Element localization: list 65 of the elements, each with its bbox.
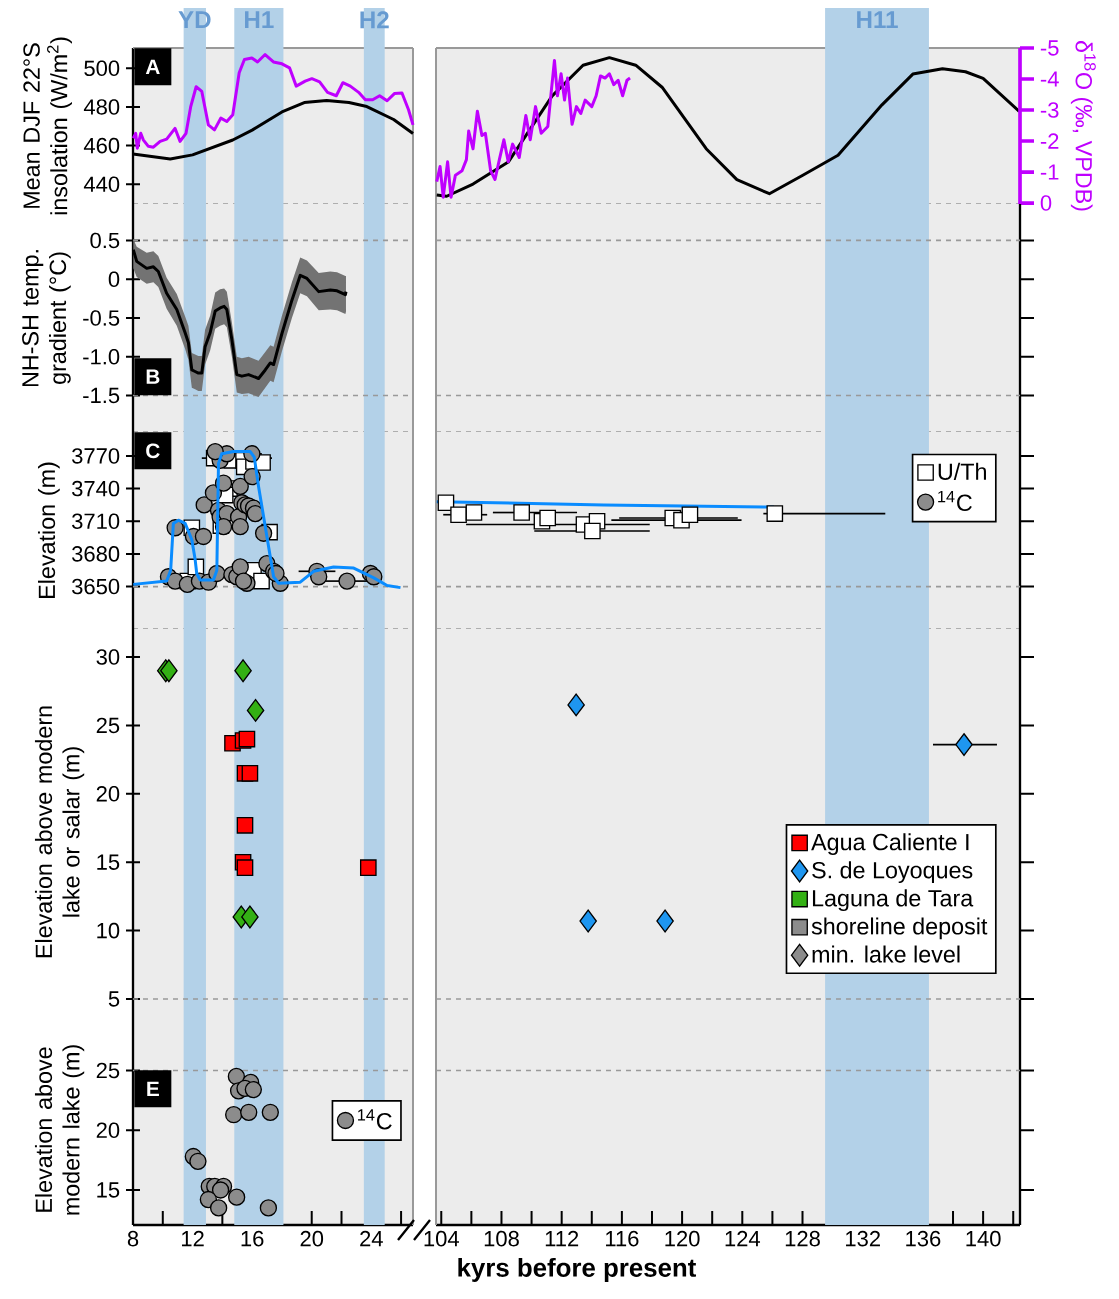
y-tick-label: 3680	[72, 546, 120, 562]
y2-axis-title: δ$^{18}$O (‰, VPDB)	[1070, 40, 1096, 211]
legend-label: S. de Loyoques	[812, 861, 973, 884]
y2-tick-label: -2	[1040, 133, 1059, 149]
x-tick-label: 16	[241, 1230, 264, 1247]
y2-tick-label: -3	[1040, 102, 1059, 118]
y-tick-label: 30	[96, 649, 120, 665]
legend-label: $^{14}$C	[938, 490, 972, 512]
x-tick-label: 104	[424, 1230, 459, 1247]
y-axis-title: Elevation above modern lake (m)	[34, 1045, 85, 1215]
x-tick-label: 8	[127, 1230, 139, 1247]
y-tick-label: 3770	[72, 448, 120, 464]
annotation: A	[145, 59, 160, 74]
x-tick-label: 132	[846, 1230, 880, 1247]
x-axis-title: kyrs before present	[458, 1257, 697, 1282]
band-label: H1	[245, 11, 274, 28]
annotation: C	[146, 443, 160, 459]
x-tick-label: 136	[906, 1230, 941, 1247]
y-tick-label: 10	[97, 922, 120, 939]
y-tick-label: 15	[97, 1182, 120, 1198]
x-tick-label: 24	[360, 1230, 383, 1247]
legend-label: U/Th	[938, 462, 986, 480]
x-tick-label: 112	[545, 1230, 579, 1247]
annotation: E	[147, 1081, 159, 1096]
y-tick-label: 440	[83, 176, 120, 193]
x-tick-label: 20	[300, 1230, 324, 1247]
y-axis-title: Elevation (m)	[37, 462, 60, 598]
y-tick-label: 500	[84, 60, 120, 77]
y-tick-label: 15	[97, 854, 120, 870]
legend-label: Laguna de Tara	[812, 889, 974, 912]
y-tick-label: 5	[108, 991, 120, 1007]
y-tick-label: 20	[96, 786, 120, 802]
y-tick-label: -1.0	[83, 348, 120, 365]
band-label: H11	[857, 11, 898, 28]
x-tick-label: 108	[484, 1230, 519, 1247]
y2-tick-label: -5	[1040, 40, 1059, 56]
y2-tick-label: -4	[1040, 71, 1059, 87]
y-tick-label: 3650	[72, 578, 120, 595]
x-tick-label: 124	[725, 1230, 761, 1247]
y-tick-label: 0	[108, 271, 120, 287]
y-tick-label: 3740	[72, 480, 120, 497]
y-axis-title: Mean DJF 22°S insolation (W/m$^{2}$)	[23, 37, 72, 215]
y-tick-label: 0.5	[90, 232, 120, 249]
y-tick-label: 20	[96, 1122, 120, 1139]
legend-label: $^{14}$C	[358, 1109, 392, 1130]
legend-label: shoreline deposit	[811, 917, 988, 940]
x-tick-label: 128	[785, 1230, 820, 1247]
y-axis-title: NH-SH temp. gradient (°C)	[22, 250, 71, 387]
y-tick-label: 25	[96, 717, 120, 734]
y2-tick-label: -1	[1040, 164, 1059, 180]
legend-label: min. lake level	[812, 945, 960, 963]
y-tick-label: -1.5	[83, 387, 120, 404]
x-tick-label: 140	[966, 1230, 1001, 1247]
y-tick-label: 460	[83, 137, 120, 154]
y-tick-label: 25	[96, 1062, 120, 1079]
x-tick-label: 116	[606, 1230, 639, 1247]
annotation: B	[146, 369, 160, 384]
y-tick-label: -0.5	[83, 310, 120, 326]
y-axis-title: Elevation above modern lake or salar (m)	[34, 706, 85, 958]
y2-tick-label: 0	[1040, 195, 1052, 211]
y-tick-label: 480	[83, 99, 120, 115]
y-tick-label: 3710	[72, 513, 120, 530]
legend-label: Agua Caliente I	[811, 833, 969, 855]
x-tick-label: 120	[665, 1230, 700, 1247]
x-tick-label: 12	[182, 1230, 204, 1247]
